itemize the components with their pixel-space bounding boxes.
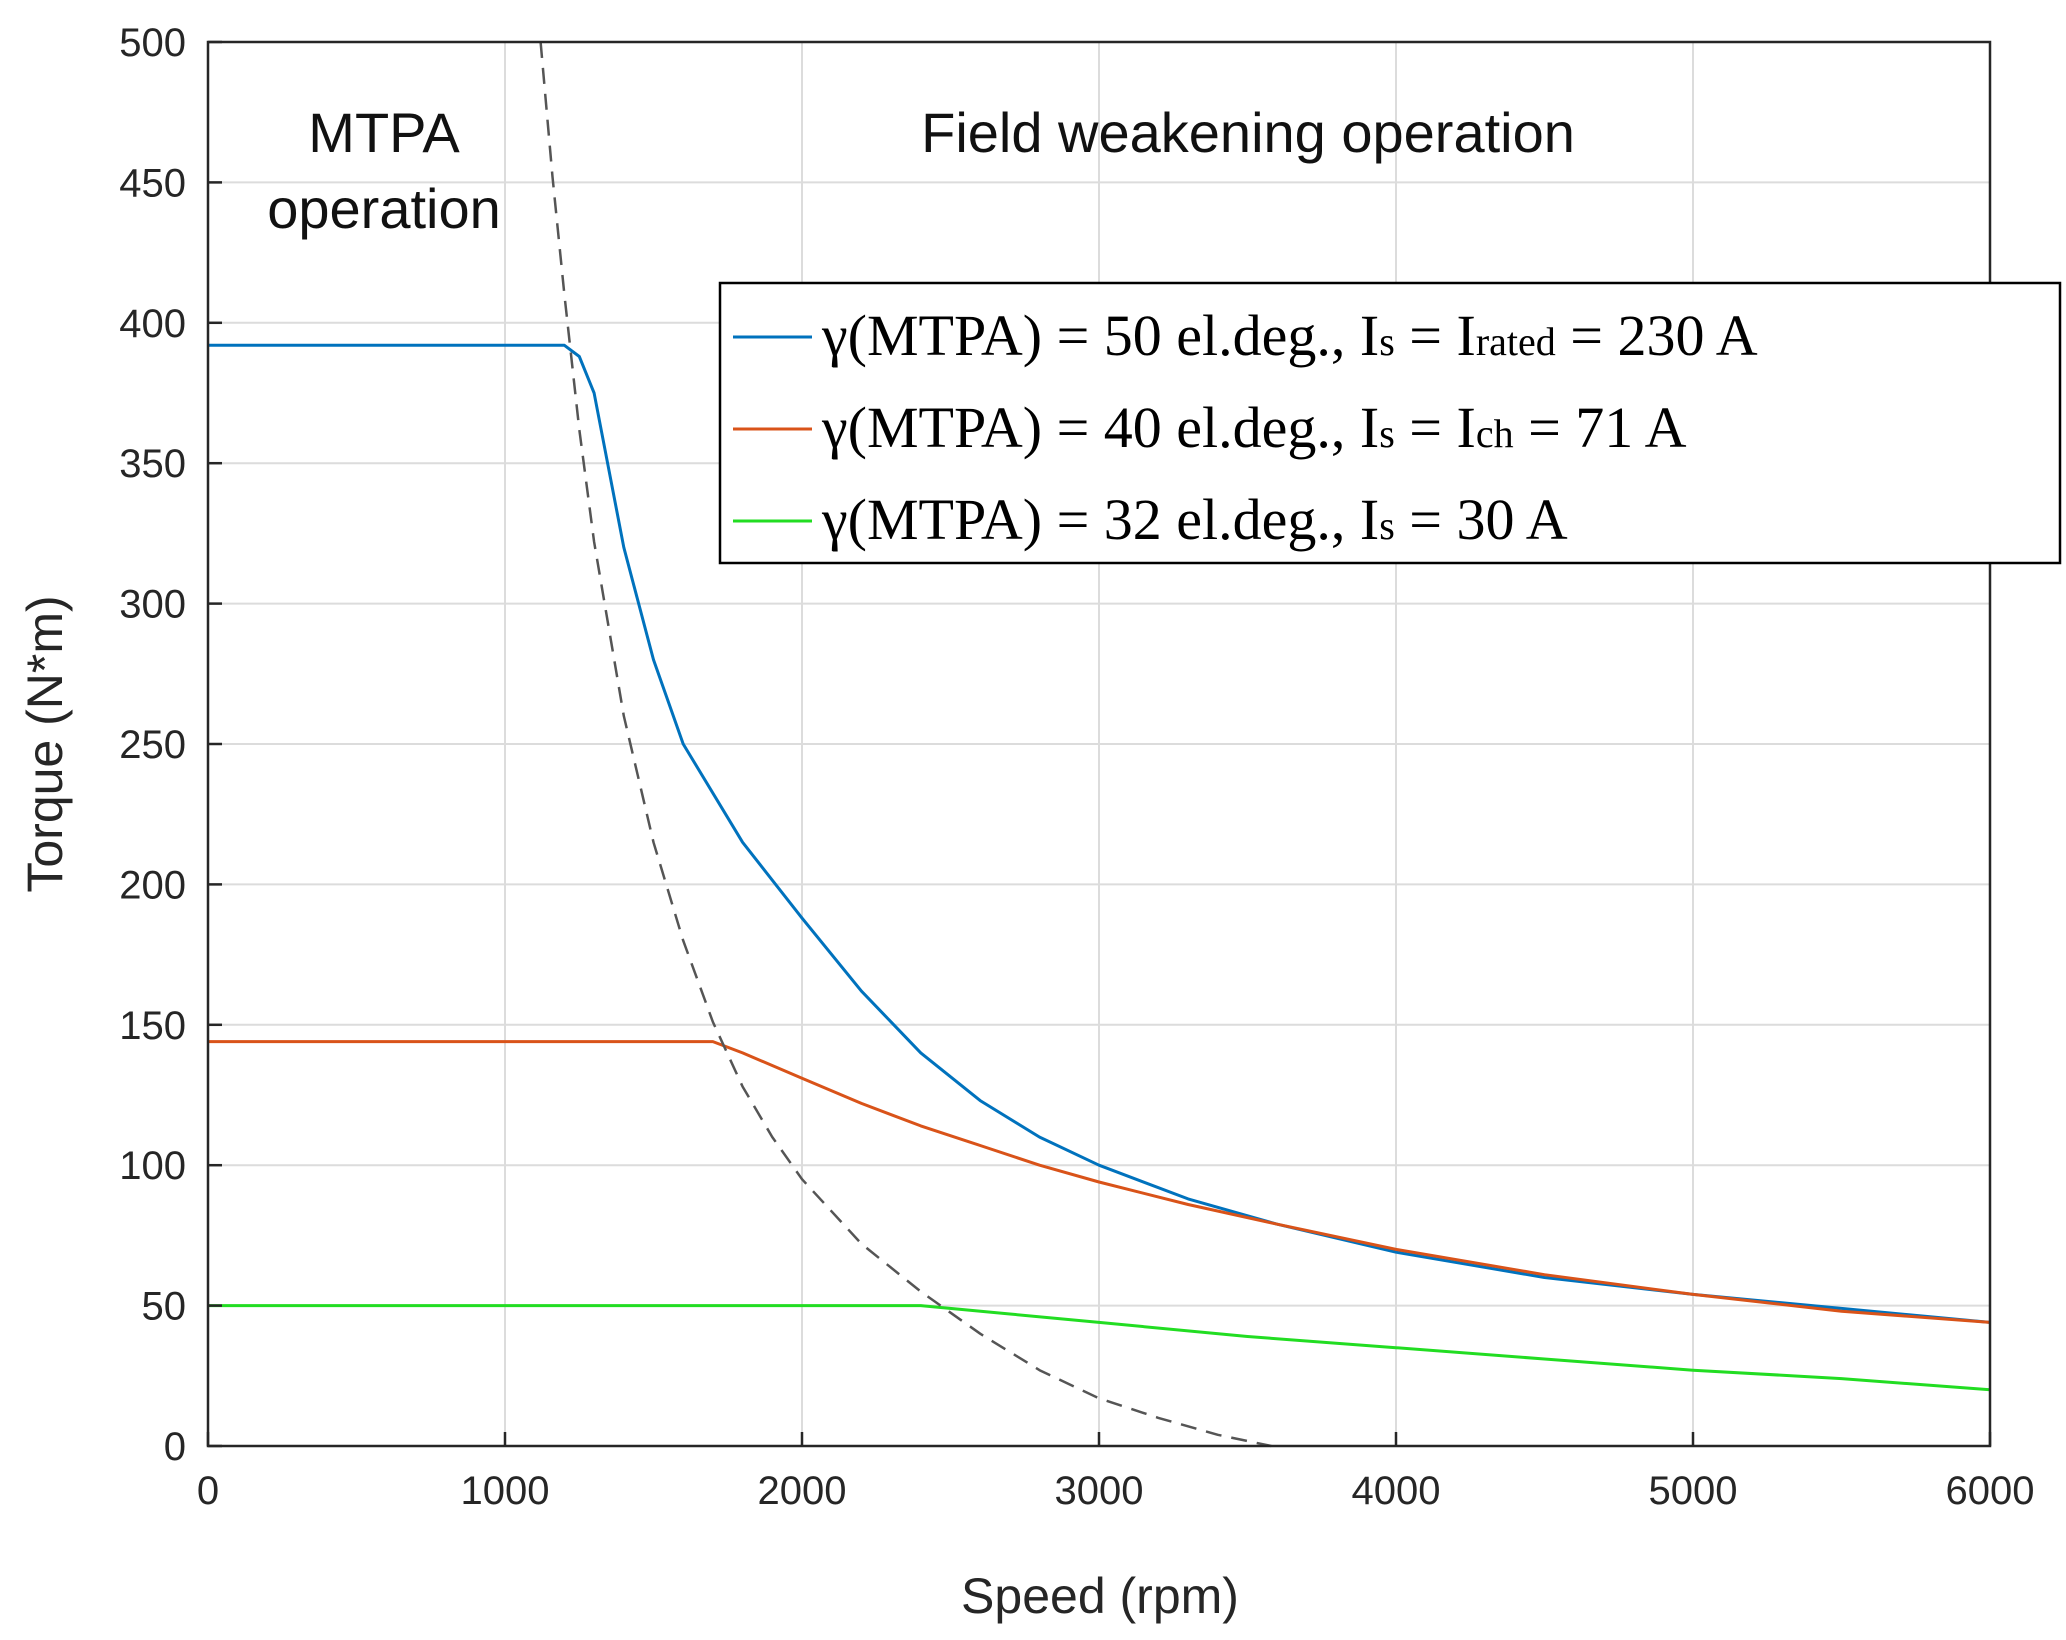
grid xyxy=(208,42,1990,1446)
series-line-0 xyxy=(208,343,1991,1324)
series-layer xyxy=(208,41,1991,1448)
legend-text-part: = I xyxy=(1395,303,1476,368)
x-tick-label: 2000 xyxy=(758,1469,847,1513)
y-tick-label: 300 xyxy=(119,583,186,627)
x-tick-label: 4000 xyxy=(1352,1469,1441,1513)
y-tick-label: 150 xyxy=(119,1004,186,1048)
y-tick-label: 200 xyxy=(119,863,186,907)
x-axis-label: Speed (rpm) xyxy=(961,1568,1239,1624)
legend-text-part: = 71 A xyxy=(1514,395,1687,460)
legend-text-part: = 30 A xyxy=(1395,487,1568,552)
x-tick-label: 0 xyxy=(197,1469,219,1513)
x-tick-label: 3000 xyxy=(1055,1469,1144,1513)
legend-subscript: ch xyxy=(1476,411,1514,456)
series-line-1 xyxy=(208,1040,1991,1324)
field-weakening-label: Field weakening operation xyxy=(921,101,1575,164)
legend-subscript: rated xyxy=(1476,319,1556,364)
series-line-3 xyxy=(539,41,1272,1448)
mtpa-label-line2: operation xyxy=(267,177,501,240)
mtpa-label-line1: MTPA xyxy=(308,101,460,164)
axes-box xyxy=(206,40,1992,1448)
legend: γ(MTPA) = 50 el.deg., Is = Irated = 230 … xyxy=(718,281,2062,565)
x-tick-label: 6000 xyxy=(1946,1469,2035,1513)
legend-entries: γ(MTPA) = 50 el.deg., Is = Irated = 230 … xyxy=(733,303,1758,552)
legend-text-part: = I xyxy=(1395,395,1476,460)
legend-box xyxy=(718,281,2062,565)
y-tick-label: 0 xyxy=(164,1425,186,1469)
legend-label-1: γ(MTPA) = 40 el.deg., Is = Ich = 71 A xyxy=(821,395,1687,460)
legend-text-part: γ(MTPA) = 40 el.deg., I xyxy=(821,395,1379,460)
legend-subscript: s xyxy=(1379,411,1395,456)
legend-label-2: γ(MTPA) = 32 el.deg., Is = 30 A xyxy=(821,487,1568,552)
ticks: 0 1000 2000 3000 4000 5000 6000 0 50 100 150 200 250… xyxy=(119,21,2034,1513)
y-tick-label: 50 xyxy=(142,1285,187,1329)
legend-text-part: = 230 A xyxy=(1556,303,1758,368)
y-tick-label: 500 xyxy=(119,21,186,65)
y-tick-label: 400 xyxy=(119,302,186,346)
y-tick-label: 450 xyxy=(119,161,186,205)
legend-text-part: γ(MTPA) = 50 el.deg., I xyxy=(821,303,1379,368)
y-tick-label: 350 xyxy=(119,442,186,486)
y-tick-label: 100 xyxy=(119,1144,186,1188)
x-tick-label: 5000 xyxy=(1649,1469,1738,1513)
y-tick-label: 250 xyxy=(119,723,186,767)
x-tick-label: 1000 xyxy=(461,1469,550,1513)
legend-text-part: γ(MTPA) = 32 el.deg., I xyxy=(821,487,1379,552)
legend-subscript: s xyxy=(1379,503,1395,548)
y-axis-label: Torque (N*m) xyxy=(17,595,73,892)
legend-subscript: s xyxy=(1379,319,1395,364)
legend-label-0: γ(MTPA) = 50 el.deg., Is = Irated = 230 … xyxy=(821,303,1758,368)
series-line-2 xyxy=(208,1304,1991,1392)
